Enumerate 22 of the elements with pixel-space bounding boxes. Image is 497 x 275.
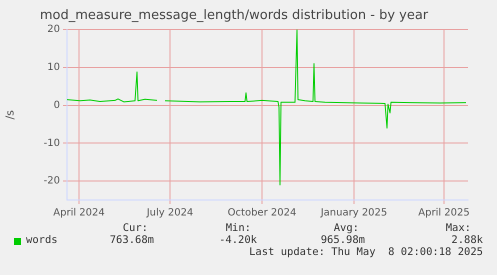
x-tick-label: April 2025 xyxy=(418,208,470,219)
y-tick-label: -20 xyxy=(44,176,60,187)
legend-label: words xyxy=(26,234,58,246)
text: 2.88k xyxy=(451,234,483,246)
text: -4.20k xyxy=(219,234,257,246)
chart-title: mod_measure_message_length/words distribution - by year xyxy=(40,8,429,24)
text: 763.68m xyxy=(110,234,154,246)
y-tick-label: -10 xyxy=(44,138,60,149)
y-tick-label: 20 xyxy=(47,24,60,36)
x-tick-label: April 2024 xyxy=(53,208,105,219)
text: Avg: xyxy=(334,222,359,234)
x-tick-label: July 2024 xyxy=(146,208,194,219)
text: Cur: xyxy=(122,222,148,234)
text: Last update: Thu May 8 02:00:18 2025 xyxy=(249,246,483,258)
x-tick-label: October 2024 xyxy=(228,208,296,219)
text: Min: xyxy=(226,222,251,234)
y-tick-label: 10 xyxy=(47,62,60,74)
y-tick-label: 0 xyxy=(54,100,60,111)
x-tick-label: January 2025 xyxy=(320,208,388,219)
text: 965.98m xyxy=(320,234,365,246)
text: Max: xyxy=(446,222,471,234)
y-axis-title: /s xyxy=(3,110,16,120)
